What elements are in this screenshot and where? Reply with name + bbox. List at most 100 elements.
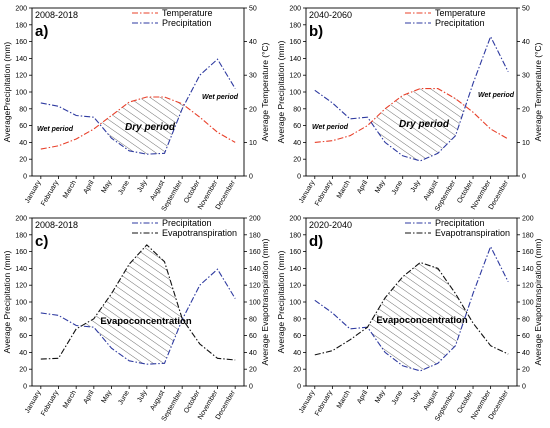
panel-label: c): [35, 233, 48, 250]
annotation-wet-period: Wet period: [312, 124, 349, 131]
legend-entry: Temperature: [162, 8, 213, 18]
x-tick-label: April: [82, 179, 95, 195]
hatched-region: [81, 245, 182, 364]
chart-panel-1: 02040608010012014016018020001020304050Ja…: [2, 6, 270, 213]
y-left-tick-label: 20: [293, 367, 301, 374]
y-left-tick-label: 140: [289, 266, 301, 273]
y-right-tick-label: 40: [249, 350, 257, 357]
x-tick-label: July: [410, 179, 423, 194]
y-left-tick-label: 40: [293, 140, 301, 147]
legend-entry: Temperature: [435, 8, 486, 18]
period-label: 2008-2018: [35, 220, 78, 230]
y-right-tick-label: 200: [522, 216, 534, 223]
x-tick-label: February: [40, 389, 60, 417]
y-left-axis-title: Average Precipitation (mm): [276, 40, 286, 143]
y-right-tick-label: 0: [522, 174, 526, 181]
panel-label: b): [309, 23, 323, 40]
y-left-tick-label: 160: [15, 249, 27, 256]
y-left-tick-label: 160: [15, 39, 27, 46]
x-tick-label: July: [136, 179, 149, 194]
y-left-axis-title: Average Precipitation (mm): [2, 250, 12, 353]
y-left-tick-label: 60: [19, 123, 27, 130]
y-right-tick-label: 30: [249, 73, 257, 80]
y-left-tick-label: 80: [19, 106, 27, 113]
annotation-evapoconcentration: Evapoconcentration: [376, 315, 468, 326]
annotation-dry-period: Dry period: [399, 119, 450, 130]
y-left-tick-label: 120: [289, 73, 301, 80]
y-left-tick-label: 80: [293, 106, 301, 113]
y-left-axis-title: AveragePrecipitation (mm): [2, 42, 12, 143]
y-left-tick-label: 60: [19, 333, 27, 340]
chart-panel-3: 0204060801001201401601802000204060801001…: [2, 216, 270, 423]
y-right-tick-label: 50: [522, 6, 530, 13]
y-right-tick-label: 40: [249, 39, 257, 46]
x-tick-label: May: [374, 389, 387, 404]
y-left-tick-label: 40: [19, 140, 27, 147]
annotation-wet-period: Wet period: [37, 126, 74, 133]
y-left-tick-label: 160: [289, 39, 301, 46]
annotation-wet-period: Wet period: [478, 92, 515, 99]
y-left-tick-label: 200: [289, 6, 301, 13]
y-right-tick-label: 20: [249, 367, 257, 374]
y-left-tick-label: 140: [289, 56, 301, 63]
y-left-tick-label: 100: [289, 90, 301, 97]
y-left-tick-label: 120: [289, 283, 301, 290]
x-tick-label: August: [423, 389, 440, 411]
x-tick-label: October: [456, 179, 475, 205]
y-left-tick-label: 180: [15, 232, 27, 239]
y-left-tick-label: 100: [15, 300, 27, 307]
x-tick-label: January: [24, 389, 43, 414]
y-right-axis-title: Average Temperature (°C): [533, 42, 543, 141]
x-tick-label: June: [117, 389, 131, 406]
y-left-tick-label: 20: [293, 157, 301, 164]
y-left-tick-label: 200: [289, 216, 301, 223]
x-tick-label: June: [391, 179, 405, 196]
panel-label: a): [35, 23, 48, 40]
x-tick-label: July: [136, 389, 149, 404]
y-right-tick-label: 20: [522, 106, 530, 113]
y-right-axis-title: Average Temperature (°C): [260, 42, 270, 141]
x-tick-label: January: [298, 389, 317, 414]
y-left-tick-label: 100: [289, 300, 301, 307]
y-right-tick-label: 40: [522, 39, 530, 46]
x-tick-label: April: [356, 179, 369, 195]
x-tick-label: February: [314, 389, 334, 417]
legend-entry: Precipitation: [162, 218, 212, 228]
x-tick-label: January: [298, 179, 317, 204]
y-left-tick-label: 180: [15, 22, 27, 29]
y-left-tick-label: 140: [15, 266, 27, 273]
annotation-dry-period: Dry period: [125, 122, 176, 133]
y-left-tick-label: 20: [19, 367, 27, 374]
y-right-tick-label: 30: [522, 73, 530, 80]
y-left-tick-label: 0: [297, 174, 301, 181]
x-tick-label: October: [183, 389, 202, 415]
legend-entry: Precipitation: [435, 218, 485, 228]
y-right-tick-label: 60: [522, 333, 530, 340]
x-tick-label: March: [62, 389, 78, 409]
y-right-tick-label: 60: [249, 333, 257, 340]
y-right-tick-label: 0: [522, 384, 526, 391]
chart-panel-2: 02040608010012014016018020001020304050Ja…: [276, 6, 543, 213]
x-tick-label: June: [117, 179, 131, 196]
y-left-tick-label: 40: [293, 350, 301, 357]
y-left-tick-label: 0: [23, 174, 27, 181]
y-right-tick-label: 0: [249, 384, 253, 391]
x-tick-label: May: [374, 179, 387, 194]
period-label: 2040-2060: [309, 10, 352, 20]
y-left-tick-label: 0: [297, 384, 301, 391]
y-left-tick-label: 60: [293, 333, 301, 340]
y-right-tick-label: 10: [249, 140, 257, 147]
y-right-tick-label: 20: [249, 106, 257, 113]
y-right-axis-title: Average Evapotranspiration (mm): [260, 238, 270, 365]
y-left-tick-label: 80: [19, 316, 27, 323]
annotation-evapoconcentration: Evapoconcentration: [100, 316, 192, 327]
legend-entry: Precipitation: [435, 18, 485, 28]
y-left-tick-label: 180: [289, 22, 301, 29]
y-left-axis-title: Average Precipitation (mm): [276, 250, 286, 353]
x-tick-label: October: [183, 179, 202, 205]
y-left-tick-label: 80: [293, 316, 301, 323]
y-right-tick-label: 50: [249, 6, 257, 13]
y-right-tick-label: 200: [249, 216, 261, 223]
x-tick-label: August: [149, 389, 166, 411]
